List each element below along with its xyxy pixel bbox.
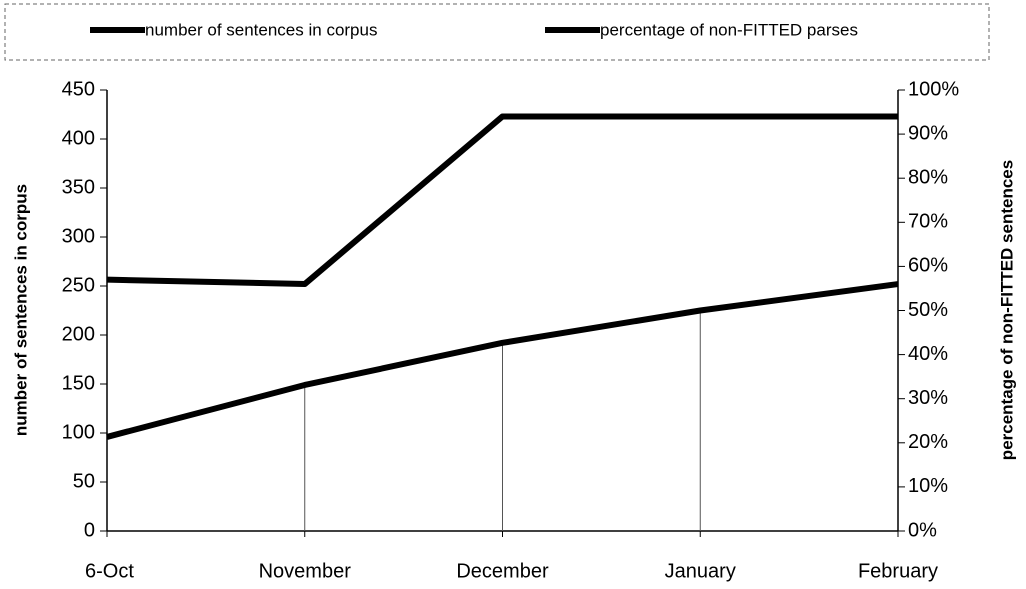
legend-box (4, 3, 990, 61)
y2-tick-label: 80% (908, 166, 948, 188)
y2-tick-label: 40% (908, 343, 948, 365)
y2-tick-label: 0% (908, 519, 937, 541)
y-tick-label: 250 (62, 274, 95, 296)
x-tick-label: January (665, 560, 736, 582)
y2-tick-label: 10% (908, 475, 948, 497)
y-tick-label: 0 (84, 519, 95, 541)
x-tick-label: February (858, 560, 938, 582)
x-tick-label: December (456, 560, 549, 582)
y2-tick-label: 30% (908, 387, 948, 409)
y2-axis-title: percentage of non-FITTED sentences (997, 160, 1016, 460)
series-line (106, 113, 898, 288)
y-axis-title: number of sentences in corpus (11, 184, 30, 436)
y2-tick-label: 20% (908, 431, 948, 453)
y2-tick-label: 90% (908, 122, 948, 144)
x-tick-label: November (259, 560, 352, 582)
y-tick-label: 100 (62, 421, 95, 443)
y-tick-label: 150 (62, 372, 95, 394)
y-tick-label: 450 (62, 78, 95, 100)
y-tick-label: 50 (73, 470, 95, 492)
y-tick-label: 400 (62, 127, 95, 149)
y-tick-label: 200 (62, 323, 95, 345)
y-tick-label: 300 (62, 225, 95, 247)
y2-tick-label: 100% (908, 78, 959, 100)
series-line (106, 281, 899, 440)
legend-label: percentage of non-FITTED parses (600, 20, 858, 39)
y2-tick-label: 50% (908, 299, 948, 321)
y2-tick-label: 70% (908, 211, 948, 233)
x-tick-label: 6-Oct (85, 560, 134, 582)
y-tick-label: 350 (62, 176, 95, 198)
legend-label: number of sentences in corpus (145, 20, 377, 39)
y2-tick-label: 60% (908, 255, 948, 277)
